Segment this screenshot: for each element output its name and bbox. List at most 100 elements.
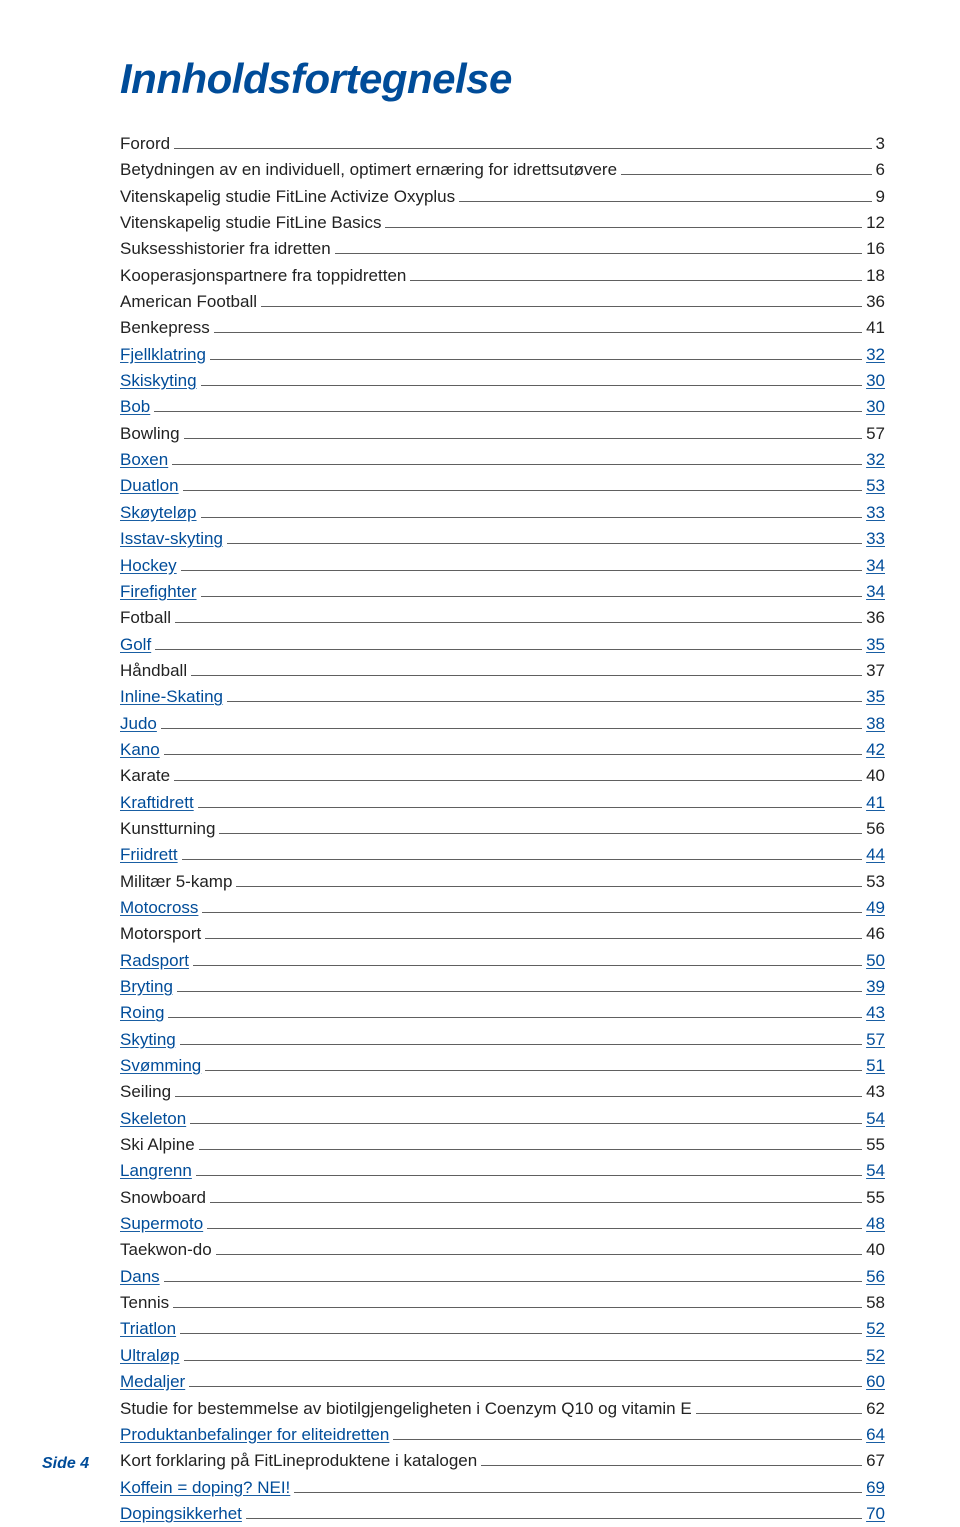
toc-entry[interactable]: Inline-Skating 35 <box>120 684 885 710</box>
toc-entry[interactable]: Bryting 39 <box>120 974 885 1000</box>
toc-entry-label[interactable]: Skyting <box>120 1027 176 1053</box>
toc-entry-label[interactable]: Kraftidrett <box>120 790 194 816</box>
toc-entry[interactable]: Skøyteløp 33 <box>120 500 885 526</box>
toc-entry-label[interactable]: Radsport <box>120 948 189 974</box>
toc-entry[interactable]: Skyting 57 <box>120 1027 885 1053</box>
toc-entry-page[interactable]: 56 <box>866 1264 885 1290</box>
toc-entry[interactable]: Motocross 49 <box>120 895 885 921</box>
toc-entry-label[interactable]: Ultraløp <box>120 1343 180 1369</box>
toc-leader <box>180 1333 862 1334</box>
toc-entry[interactable]: Kano 42 <box>120 737 885 763</box>
toc-entry-page[interactable]: 43 <box>866 1000 885 1026</box>
toc-entry-label[interactable]: Motocross <box>120 895 198 921</box>
toc-entry-page[interactable]: 50 <box>866 948 885 974</box>
toc-entry-label[interactable]: Dopingsikkerhet <box>120 1501 242 1527</box>
toc-entry-page[interactable]: 33 <box>866 500 885 526</box>
toc-entry[interactable]: Langrenn 54 <box>120 1158 885 1184</box>
toc-entry-page[interactable]: 70 <box>866 1501 885 1527</box>
toc-entry-page[interactable]: 57 <box>866 1027 885 1053</box>
toc-entry-page[interactable]: 54 <box>866 1158 885 1184</box>
toc-entry[interactable]: Skiskyting 30 <box>120 368 885 394</box>
toc-entry-page[interactable]: 41 <box>866 790 885 816</box>
toc-entry: Kort forklaring på FitLineproduktene i k… <box>120 1448 885 1474</box>
toc-entry-page[interactable]: 49 <box>866 895 885 921</box>
toc-entry-page[interactable]: 39 <box>866 974 885 1000</box>
toc-entry-page[interactable]: 44 <box>866 842 885 868</box>
toc-entry[interactable]: Kraftidrett 41 <box>120 790 885 816</box>
toc-entry-label[interactable]: Triatlon <box>120 1316 176 1342</box>
toc-entry[interactable]: Boxen 32 <box>120 447 885 473</box>
toc-entry-page[interactable]: 52 <box>866 1343 885 1369</box>
toc-entry-label[interactable]: Isstav-skyting <box>120 526 223 552</box>
toc-entry-label[interactable]: Dans <box>120 1264 160 1290</box>
toc-entry-page[interactable]: 60 <box>866 1369 885 1395</box>
toc-entry[interactable]: Judo 38 <box>120 711 885 737</box>
toc-entry-page[interactable]: 35 <box>866 684 885 710</box>
toc-entry-label[interactable]: Duatlon <box>120 473 179 499</box>
toc-entry[interactable]: Koffein = doping? NEI! 69 <box>120 1475 885 1501</box>
toc-entry-page[interactable]: 64 <box>866 1422 885 1448</box>
toc-entry-label[interactable]: Fjellklatring <box>120 342 206 368</box>
toc-entry-label[interactable]: Produktanbefalinger for eliteidretten <box>120 1422 389 1448</box>
toc-entry-label[interactable]: Kano <box>120 737 160 763</box>
toc-entry-page: 62 <box>866 1396 885 1422</box>
toc-entry-page[interactable]: 32 <box>866 342 885 368</box>
toc-entry[interactable]: Produktanbefalinger for eliteidretten 64 <box>120 1422 885 1448</box>
toc-entry[interactable]: Supermoto 48 <box>120 1211 885 1237</box>
toc-entry-page[interactable]: 34 <box>866 553 885 579</box>
toc-entry[interactable]: Dopingsikkerhet 70 <box>120 1501 885 1527</box>
toc-entry[interactable]: Medaljer 60 <box>120 1369 885 1395</box>
toc-entry[interactable]: Duatlon 53 <box>120 473 885 499</box>
toc-entry-label[interactable]: Skiskyting <box>120 368 197 394</box>
toc-entry[interactable]: Radsport 50 <box>120 948 885 974</box>
toc-entry-label[interactable]: Supermoto <box>120 1211 203 1237</box>
toc-entry-label[interactable]: Svømming <box>120 1053 201 1079</box>
toc-entry-label[interactable]: Firefighter <box>120 579 197 605</box>
toc-entry[interactable]: Roing 43 <box>120 1000 885 1026</box>
toc-entry-label[interactable]: Judo <box>120 711 157 737</box>
toc-entry-page[interactable]: 38 <box>866 711 885 737</box>
toc-entry[interactable]: Skeleton 54 <box>120 1106 885 1132</box>
toc-entry-page[interactable]: 35 <box>866 632 885 658</box>
toc-entry-label: Ski Alpine <box>120 1132 195 1158</box>
toc-entry[interactable]: Svømming 51 <box>120 1053 885 1079</box>
toc-entry-page[interactable]: 51 <box>866 1053 885 1079</box>
toc-entry-page[interactable]: 42 <box>866 737 885 763</box>
toc-entry-label[interactable]: Inline-Skating <box>120 684 223 710</box>
toc-entry-label[interactable]: Bob <box>120 394 150 420</box>
toc-entry[interactable]: Isstav-skyting 33 <box>120 526 885 552</box>
toc-entry-page[interactable]: 33 <box>866 526 885 552</box>
toc-entry-label[interactable]: Koffein = doping? NEI! <box>120 1475 290 1501</box>
toc-entry-page[interactable]: 54 <box>866 1106 885 1132</box>
toc-entry-page: 12 <box>866 210 885 236</box>
toc-entry-label[interactable]: Hockey <box>120 553 177 579</box>
toc-entry-page[interactable]: 34 <box>866 579 885 605</box>
toc-entry-page[interactable]: 30 <box>866 368 885 394</box>
toc-leader <box>696 1413 862 1414</box>
toc-entry-label[interactable]: Skøyteløp <box>120 500 197 526</box>
toc-entry[interactable]: Fjellklatring 32 <box>120 342 885 368</box>
toc-entry-label[interactable]: Roing <box>120 1000 164 1026</box>
toc-entry-label[interactable]: Langrenn <box>120 1158 192 1184</box>
toc-leader <box>201 385 863 386</box>
toc-entry-page[interactable]: 52 <box>866 1316 885 1342</box>
toc-entry-page[interactable]: 30 <box>866 394 885 420</box>
toc-entry-page[interactable]: 69 <box>866 1475 885 1501</box>
toc-entry-page[interactable]: 53 <box>866 473 885 499</box>
toc-entry[interactable]: Dans 56 <box>120 1264 885 1290</box>
toc-entry[interactable]: Friidrett 44 <box>120 842 885 868</box>
toc-entry[interactable]: Bob 30 <box>120 394 885 420</box>
toc-entry[interactable]: Firefighter 34 <box>120 579 885 605</box>
toc-entry-label[interactable]: Bryting <box>120 974 173 1000</box>
toc-entry-label[interactable]: Boxen <box>120 447 168 473</box>
toc-entry-label[interactable]: Friidrett <box>120 842 178 868</box>
toc-entry[interactable]: Golf 35 <box>120 632 885 658</box>
toc-entry[interactable]: Ultraløp 52 <box>120 1343 885 1369</box>
toc-entry[interactable]: Hockey 34 <box>120 553 885 579</box>
toc-entry-page[interactable]: 32 <box>866 447 885 473</box>
toc-entry-label[interactable]: Golf <box>120 632 151 658</box>
toc-entry-page[interactable]: 48 <box>866 1211 885 1237</box>
toc-entry[interactable]: Triatlon 52 <box>120 1316 885 1342</box>
toc-entry-label[interactable]: Medaljer <box>120 1369 185 1395</box>
toc-entry-label[interactable]: Skeleton <box>120 1106 186 1132</box>
